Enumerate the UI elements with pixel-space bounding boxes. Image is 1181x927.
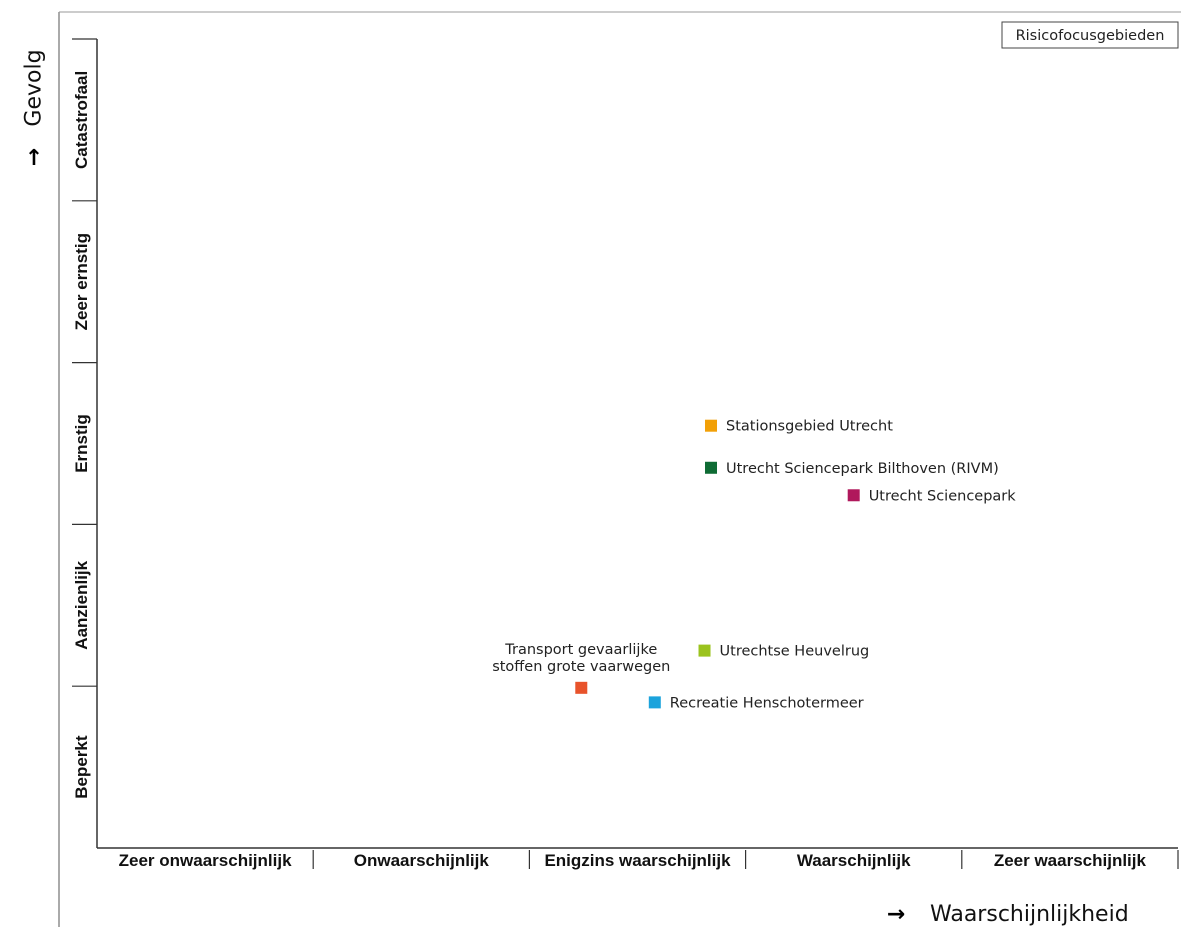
y-tick-label: Catastrofaal xyxy=(72,71,91,169)
data-points: Stationsgebied Utrecht Utrecht Sciencepar… xyxy=(492,419,1016,712)
legend-label: Risicofocusgebieden xyxy=(1016,28,1165,44)
data-point-label: Utrechtse Heuvelrug xyxy=(720,644,870,660)
data-point-marker xyxy=(705,461,718,474)
data-point-label: Transport gevaarlijke stoffen grote vaarw… xyxy=(492,642,670,675)
y-axis-title: ↑ Gevolg xyxy=(22,49,47,171)
y-axis-arrow-icon: ↑ xyxy=(25,146,43,171)
data-point-label: Utrecht Sciencepark xyxy=(869,488,1017,504)
x-tick-label: Enigzins waarschijnlijk xyxy=(544,851,731,870)
x-axis-title: → Waarschijnlijkheid xyxy=(887,902,1129,927)
y-tick-label: Beperkt xyxy=(72,735,91,799)
x-tick-label: Waarschijnlijk xyxy=(797,851,911,870)
data-point-label: Recreatie Henschotermeer xyxy=(670,695,864,711)
y-axis-label: Gevolg xyxy=(22,49,47,126)
x-axis-ticks: Zeer onwaarschijnlijk Onwaarschijnlijk Eni… xyxy=(119,850,1179,870)
data-point-marker xyxy=(648,696,661,709)
data-point-marker xyxy=(847,489,860,502)
x-tick-label: Onwaarschijnlijk xyxy=(354,851,490,870)
x-axis-label: Waarschijnlijkheid xyxy=(930,902,1129,927)
y-axis-ticks: Beperkt Aanzienlijk Ernstig Zeer ernstig Cat… xyxy=(72,38,97,799)
y-tick-label: Ernstig xyxy=(72,414,91,473)
legend: Risicofocusgebieden xyxy=(1001,21,1179,49)
x-tick-label: Zeer waarschijnlijk xyxy=(994,851,1147,870)
data-point-marker xyxy=(705,419,718,432)
data-point-label: Utrecht Sciencepark Bilthoven (RIVM) xyxy=(726,461,999,477)
y-tick-label: Aanzienlijk xyxy=(72,560,91,649)
x-tick-label: Zeer onwaarschijnlijk xyxy=(119,851,292,870)
data-point-label: Stationsgebied Utrecht xyxy=(726,419,893,435)
y-tick-label: Zeer ernstig xyxy=(72,233,91,330)
data-point-marker xyxy=(698,644,711,657)
data-point-marker xyxy=(575,681,588,694)
legend-box xyxy=(1001,21,1179,49)
x-axis-arrow-icon: → xyxy=(887,902,905,927)
